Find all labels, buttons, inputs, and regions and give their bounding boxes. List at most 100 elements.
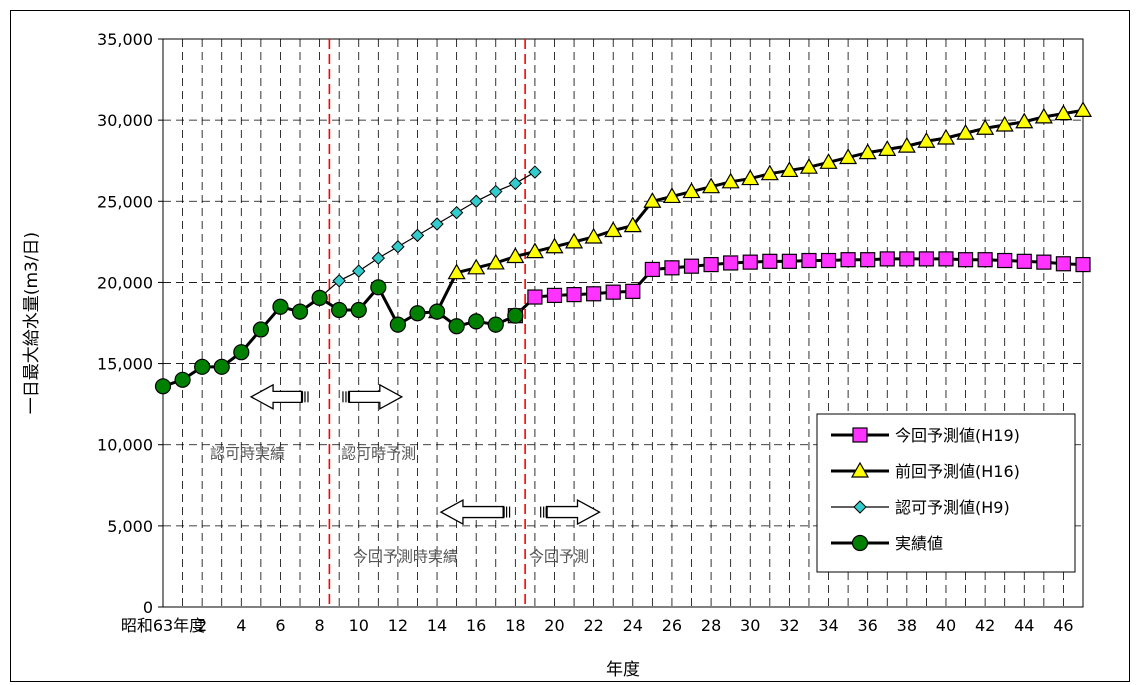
- data-point: [760, 164, 779, 181]
- data-point: [879, 251, 895, 267]
- data-point: [467, 258, 486, 275]
- x-tick-label: 26: [662, 616, 682, 635]
- data-point: [995, 115, 1014, 132]
- data-point: [389, 316, 406, 333]
- legend-label: 今回予測値(H19): [895, 426, 1020, 445]
- data-point: [586, 286, 602, 302]
- data-point: [428, 303, 446, 320]
- data-point: [799, 157, 818, 174]
- arrow-body: [348, 383, 404, 410]
- data-point: [850, 461, 870, 478]
- y-tick-label: 15,000: [97, 355, 153, 374]
- chart-frame: 認可時実績 認可時予測 今回予測時実績 今回予測 0 5,000 10,000 15,000…: [10, 10, 1130, 682]
- data-point: [644, 261, 660, 278]
- data-point: [623, 216, 642, 233]
- data-point: [371, 251, 386, 265]
- legend: 今回予測値(H19) 前回予測値(H16) 認可予測値(H9) 実績値: [816, 413, 1076, 573]
- data-point: [391, 240, 405, 254]
- period-divider-lines: [328, 39, 526, 607]
- data-point: [527, 289, 543, 305]
- legend-label: 前回予測値(H16): [895, 462, 1020, 481]
- data-point: [525, 242, 544, 259]
- data-point: [1015, 112, 1034, 129]
- data-point: [839, 148, 858, 165]
- arrow-body: [439, 498, 505, 526]
- legend-entry: 前回予測値(H16): [831, 461, 1020, 481]
- data-point: [194, 358, 211, 375]
- data-point: [957, 252, 974, 268]
- x-tick-label: 16: [466, 616, 486, 635]
- legend-entry: 実績値: [831, 534, 943, 553]
- data-point: [506, 247, 525, 264]
- arrow-konkai-jisseki: [439, 498, 511, 526]
- data-point: [878, 140, 897, 156]
- arrow-ninka-jisseki: [249, 383, 309, 410]
- x-tick-label: 2: [197, 616, 207, 635]
- data-point: [291, 303, 309, 320]
- data-point: [528, 165, 542, 179]
- data-point: [174, 371, 191, 388]
- y-axis-title: 一日最大給水量(m3/日): [22, 232, 42, 414]
- data-point: [918, 251, 935, 267]
- x-tick-label: 24: [623, 616, 643, 635]
- data-point: [977, 252, 993, 268]
- data-point: [723, 255, 739, 271]
- data-point: [702, 177, 721, 194]
- x-tick-label: 34: [818, 616, 838, 635]
- data-point: [507, 307, 524, 324]
- data-point: [897, 136, 916, 153]
- x-tick-label: 6: [275, 616, 285, 635]
- data-point: [311, 289, 328, 306]
- data-point: [664, 260, 680, 276]
- legend-label: 実績値: [895, 534, 943, 553]
- period-arrows: [249, 383, 601, 526]
- data-point: [938, 251, 954, 267]
- data-point: [154, 378, 172, 395]
- data-point: [213, 358, 230, 375]
- data-point: [956, 123, 975, 140]
- grid: [162, 38, 1084, 608]
- data-point: [819, 153, 838, 169]
- series-triangle: [428, 101, 1093, 319]
- x-tick-label: 44: [1014, 616, 1034, 635]
- y-tick-label: 20,000: [97, 273, 153, 292]
- x-tick-label: 20: [544, 616, 564, 635]
- data-point: [350, 301, 367, 319]
- legend-label: 認可予測値(H9): [895, 498, 1010, 517]
- x-tick-label: 40: [936, 616, 956, 635]
- data-point: [853, 500, 867, 514]
- arrow-ninka-yosoku: [342, 383, 404, 410]
- annotation-ninka-yosoku: 認可時予測: [341, 445, 416, 463]
- legend-entry: 今回予測値(H19): [831, 426, 1020, 445]
- data-point: [852, 427, 868, 443]
- data-point: [489, 184, 503, 199]
- arrow-konkai-yosoku: [540, 498, 601, 526]
- data-point: [409, 305, 426, 322]
- data-point: [566, 287, 582, 303]
- data-point: [840, 252, 856, 268]
- data-point: [272, 298, 289, 315]
- x-tick-label: 28: [701, 616, 721, 635]
- x-tick-label: 30: [740, 616, 760, 635]
- data-point: [917, 132, 936, 148]
- data-point: [820, 252, 837, 269]
- x-tick-label: 46: [1053, 616, 1073, 635]
- series-circle: [154, 279, 524, 395]
- x-tick-label: 18: [505, 616, 525, 635]
- data-point: [370, 279, 387, 296]
- data-point: [976, 119, 995, 135]
- y-tick-label: 5,000: [107, 517, 153, 536]
- data-point: [997, 252, 1013, 269]
- data-point: [468, 313, 485, 330]
- data-point: [781, 253, 797, 269]
- y-tick-label: 0: [143, 598, 153, 617]
- data-point: [487, 316, 504, 333]
- data-point: [584, 227, 603, 244]
- data-point: [858, 143, 877, 160]
- data-point: [683, 258, 700, 274]
- data-point: [780, 161, 799, 178]
- legend-entry: 認可予測値(H9): [831, 498, 1010, 517]
- data-point: [605, 284, 621, 300]
- x-tick-label: 38: [897, 616, 917, 635]
- data-point: [546, 287, 563, 304]
